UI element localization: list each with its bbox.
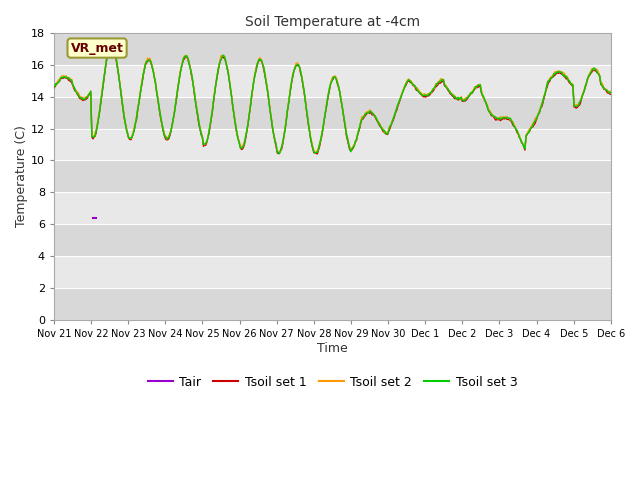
- Bar: [54, 96, 611, 129]
- Bar: [54, 129, 611, 160]
- Y-axis label: Temperature (C): Temperature (C): [15, 125, 28, 228]
- Bar: [54, 160, 611, 192]
- Bar: [54, 256, 611, 288]
- Legend: Tair, Tsoil set 1, Tsoil set 2, Tsoil set 3: Tair, Tsoil set 1, Tsoil set 2, Tsoil se…: [143, 371, 522, 394]
- Text: VR_met: VR_met: [70, 42, 124, 55]
- Bar: [54, 224, 611, 256]
- Bar: [54, 65, 611, 96]
- X-axis label: Time: Time: [317, 342, 348, 355]
- Bar: [54, 288, 611, 320]
- Bar: [54, 192, 611, 224]
- Bar: [54, 33, 611, 65]
- Title: Soil Temperature at -4cm: Soil Temperature at -4cm: [245, 15, 420, 29]
